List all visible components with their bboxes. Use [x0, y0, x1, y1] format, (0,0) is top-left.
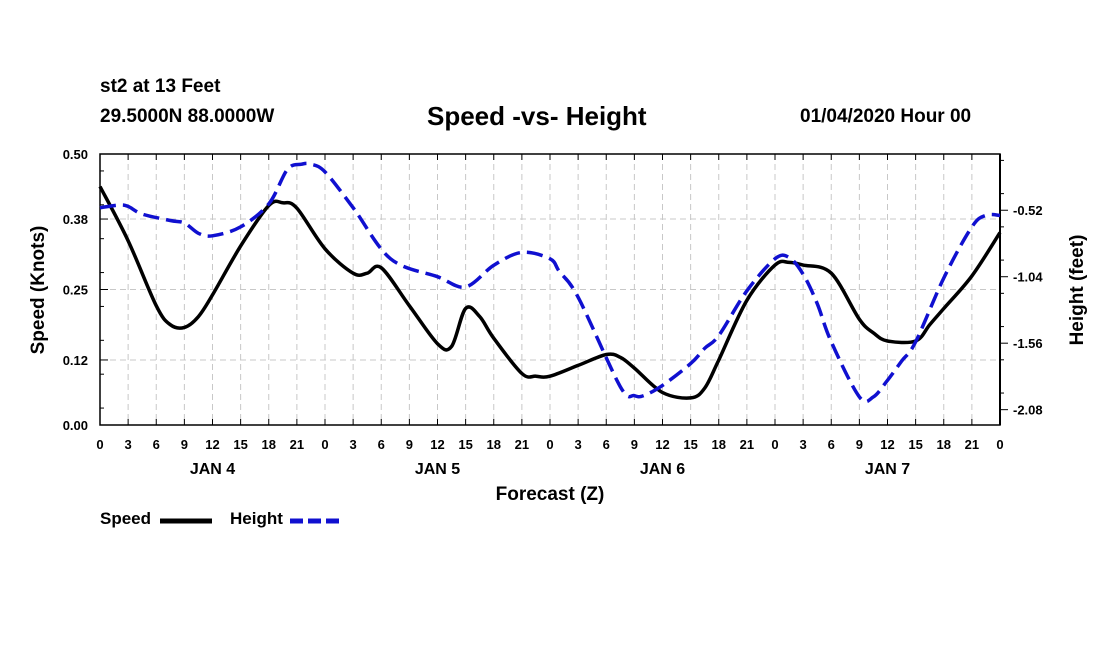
x-axis-label: Forecast (Z): [496, 484, 605, 505]
x-tick-label: 0: [321, 437, 328, 452]
speed-series-line: [98, 185, 1002, 400]
y-tick-label: 0.00: [63, 418, 88, 433]
y-tick-label: 0.38: [63, 212, 88, 227]
x-tick-label: 21: [740, 437, 754, 452]
coordinates-label: 29.5000N 88.0000W: [100, 106, 275, 127]
grid: [100, 154, 1000, 425]
y2-axis-label: Height (feet): [1067, 235, 1088, 346]
legend-height-label: Height: [230, 509, 283, 528]
x-tick-label: 6: [378, 437, 385, 452]
x-tick-label: 0: [96, 437, 103, 452]
station-label: st2 at 13 Feet: [100, 76, 221, 97]
chart-title: Speed -vs- Height: [427, 101, 647, 131]
x-tick-label: 9: [406, 437, 413, 452]
x-tick-label: 3: [800, 437, 807, 452]
x-tick-label: 9: [631, 437, 638, 452]
legend-height-swatch: [290, 518, 342, 524]
legend-speed-swatch: [160, 518, 212, 524]
x-tick-label: 3: [125, 437, 132, 452]
x-tick-label: 0: [771, 437, 778, 452]
x-tick-label: 21: [515, 437, 529, 452]
x-tick-label: 9: [856, 437, 863, 452]
day-label: JAN 5: [415, 461, 460, 478]
x-tick-label: 18: [487, 437, 501, 452]
x-tick-label: 15: [233, 437, 247, 452]
x-tick-label: 3: [350, 437, 357, 452]
x-tick-label: 0: [996, 437, 1003, 452]
legend-speed-label: Speed: [100, 509, 152, 528]
forecast-date: 01/04/2020 Hour 00: [800, 106, 972, 127]
x-tick-label: 15: [908, 437, 922, 452]
y-tick-label: 0.50: [63, 147, 88, 162]
y-tick-label: 0.25: [63, 283, 88, 298]
x-tick-label: 12: [430, 437, 444, 452]
x-tick-label: 6: [603, 437, 610, 452]
x-tick-label: 0: [546, 437, 553, 452]
day-label: JAN 6: [640, 461, 685, 478]
x-tick-label: 21: [290, 437, 304, 452]
x-tick-label: 15: [683, 437, 697, 452]
x-tick-label: 9: [181, 437, 188, 452]
axes: 0 3 6 9 12 15 18 21 0 3 6 9 12 15 18 21 0 3 6 9 12 15 18 21 0 3 6 9…: [63, 147, 1044, 478]
x-tick-label: 18: [937, 437, 951, 452]
x-tick-label: 18: [262, 437, 276, 452]
x-tick-label: 15: [458, 437, 472, 452]
y2-tick-label: -2.08: [1013, 403, 1043, 418]
y-tick-label: 0.12: [63, 353, 88, 368]
series: [98, 161, 1002, 404]
day-label: JAN 4: [190, 461, 235, 478]
x-tick-label: 18: [712, 437, 726, 452]
x-tick-label: 21: [965, 437, 979, 452]
x-tick-label: 12: [205, 437, 219, 452]
day-label: JAN 7: [865, 461, 910, 478]
y-axis-label: Speed (Knots): [28, 226, 49, 355]
x-tick-label: 6: [153, 437, 160, 452]
x-tick-label: 12: [880, 437, 894, 452]
x-tick-label: 6: [828, 437, 835, 452]
x-tick-label: 3: [575, 437, 582, 452]
y2-tick-label: -0.52: [1013, 203, 1043, 218]
height-series-line: [99, 161, 1001, 404]
y2-tick-label: -1.04: [1013, 270, 1043, 285]
y2-tick-label: -1.56: [1013, 336, 1043, 351]
x-tick-label: 12: [655, 437, 669, 452]
